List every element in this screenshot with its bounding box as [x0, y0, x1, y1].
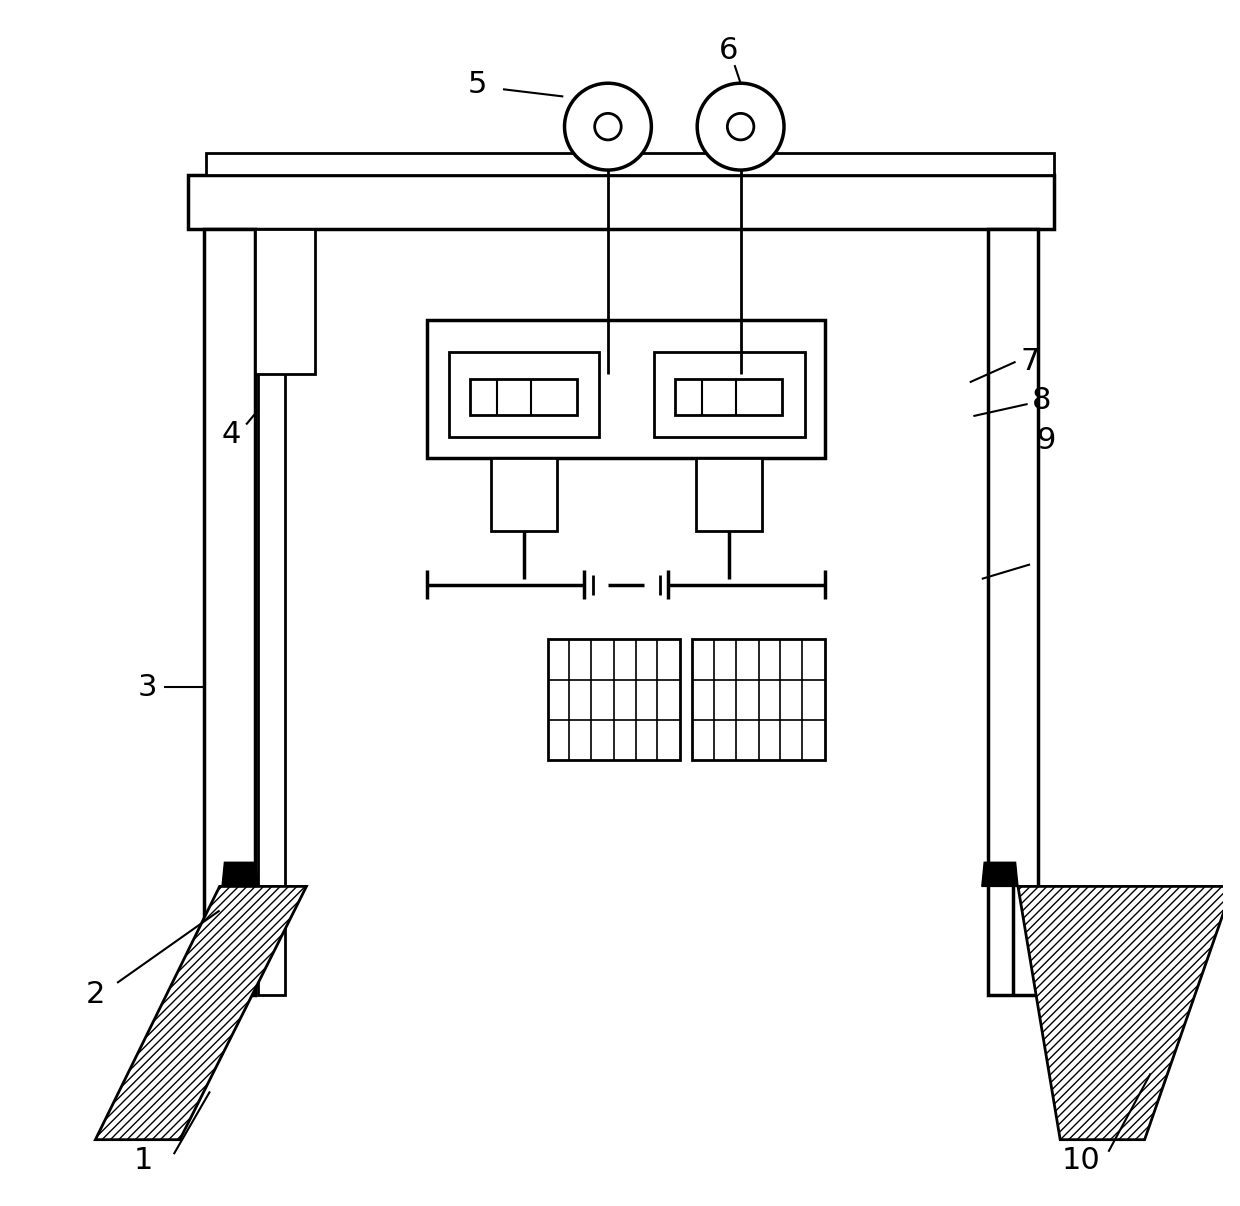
Polygon shape	[222, 862, 258, 886]
Polygon shape	[95, 886, 306, 1140]
Text: 10: 10	[1061, 1146, 1100, 1175]
Circle shape	[697, 83, 784, 170]
Text: 1: 1	[134, 1146, 154, 1175]
Bar	[203, 229, 254, 995]
Text: 3: 3	[138, 673, 157, 702]
Circle shape	[564, 83, 651, 170]
Bar	[449, 352, 599, 437]
Bar	[470, 379, 577, 415]
Bar	[258, 229, 285, 995]
Bar	[427, 320, 825, 458]
Bar	[254, 229, 315, 374]
Circle shape	[728, 113, 754, 140]
Bar	[491, 458, 557, 531]
Polygon shape	[982, 862, 1018, 886]
Text: 8: 8	[1033, 386, 1052, 415]
Circle shape	[595, 113, 621, 140]
Bar	[692, 639, 825, 760]
Polygon shape	[1018, 886, 1233, 1140]
Text: 4: 4	[222, 420, 242, 449]
Bar	[188, 175, 1054, 229]
Text: 9: 9	[1037, 426, 1055, 455]
Bar	[548, 639, 681, 760]
Bar	[653, 352, 805, 437]
Text: 2: 2	[86, 980, 105, 1009]
Bar	[988, 229, 1038, 995]
Bar	[676, 379, 781, 415]
Bar	[206, 153, 1054, 175]
Text: 7: 7	[1021, 347, 1039, 376]
Text: 6: 6	[719, 36, 738, 65]
Text: 5: 5	[467, 70, 487, 99]
Bar	[696, 458, 763, 531]
